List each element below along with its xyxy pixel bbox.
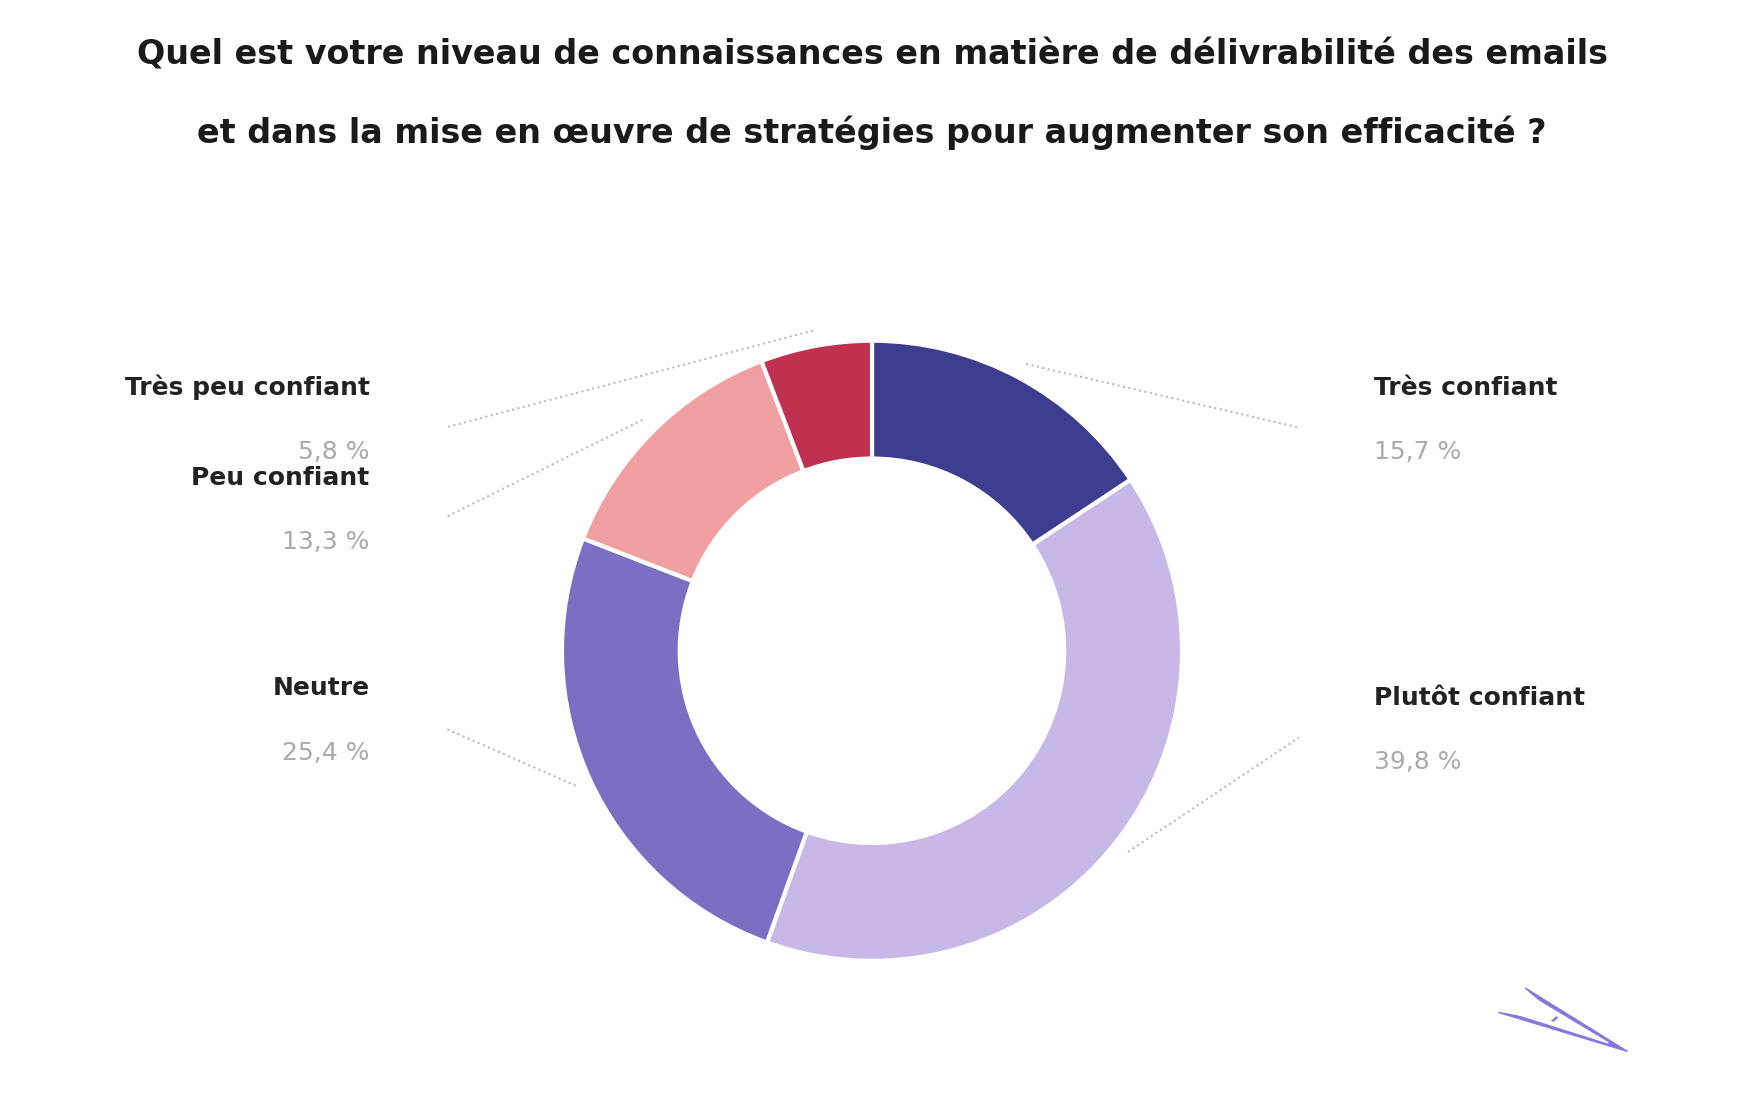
Text: Neutre: Neutre [272,676,370,700]
Polygon shape [1498,988,1627,1051]
Wedge shape [562,538,807,942]
Text: 5,8 %: 5,8 % [298,440,370,464]
Text: Plutôt confiant: Plutôt confiant [1374,686,1585,709]
Text: et dans la mise en œuvre de stratégies pour augmenter son efficacité ?: et dans la mise en œuvre de stratégies p… [197,116,1547,150]
Wedge shape [762,341,872,471]
Text: Très confiant: Très confiant [1374,376,1557,399]
Wedge shape [582,361,804,581]
Text: Quel est votre niveau de connaissances en matière de délivrabilité des emails: Quel est votre niveau de connaissances e… [136,39,1608,72]
Text: Très peu confiant: Très peu confiant [126,374,370,399]
Wedge shape [872,341,1130,545]
Text: 13,3 %: 13,3 % [283,529,370,554]
Wedge shape [767,480,1182,961]
Text: 25,4 %: 25,4 % [283,741,370,764]
Text: Peu confiant: Peu confiant [192,465,370,490]
Polygon shape [1514,997,1608,1042]
Text: 39,8 %: 39,8 % [1374,750,1461,774]
Text: 15,7 %: 15,7 % [1374,440,1461,464]
